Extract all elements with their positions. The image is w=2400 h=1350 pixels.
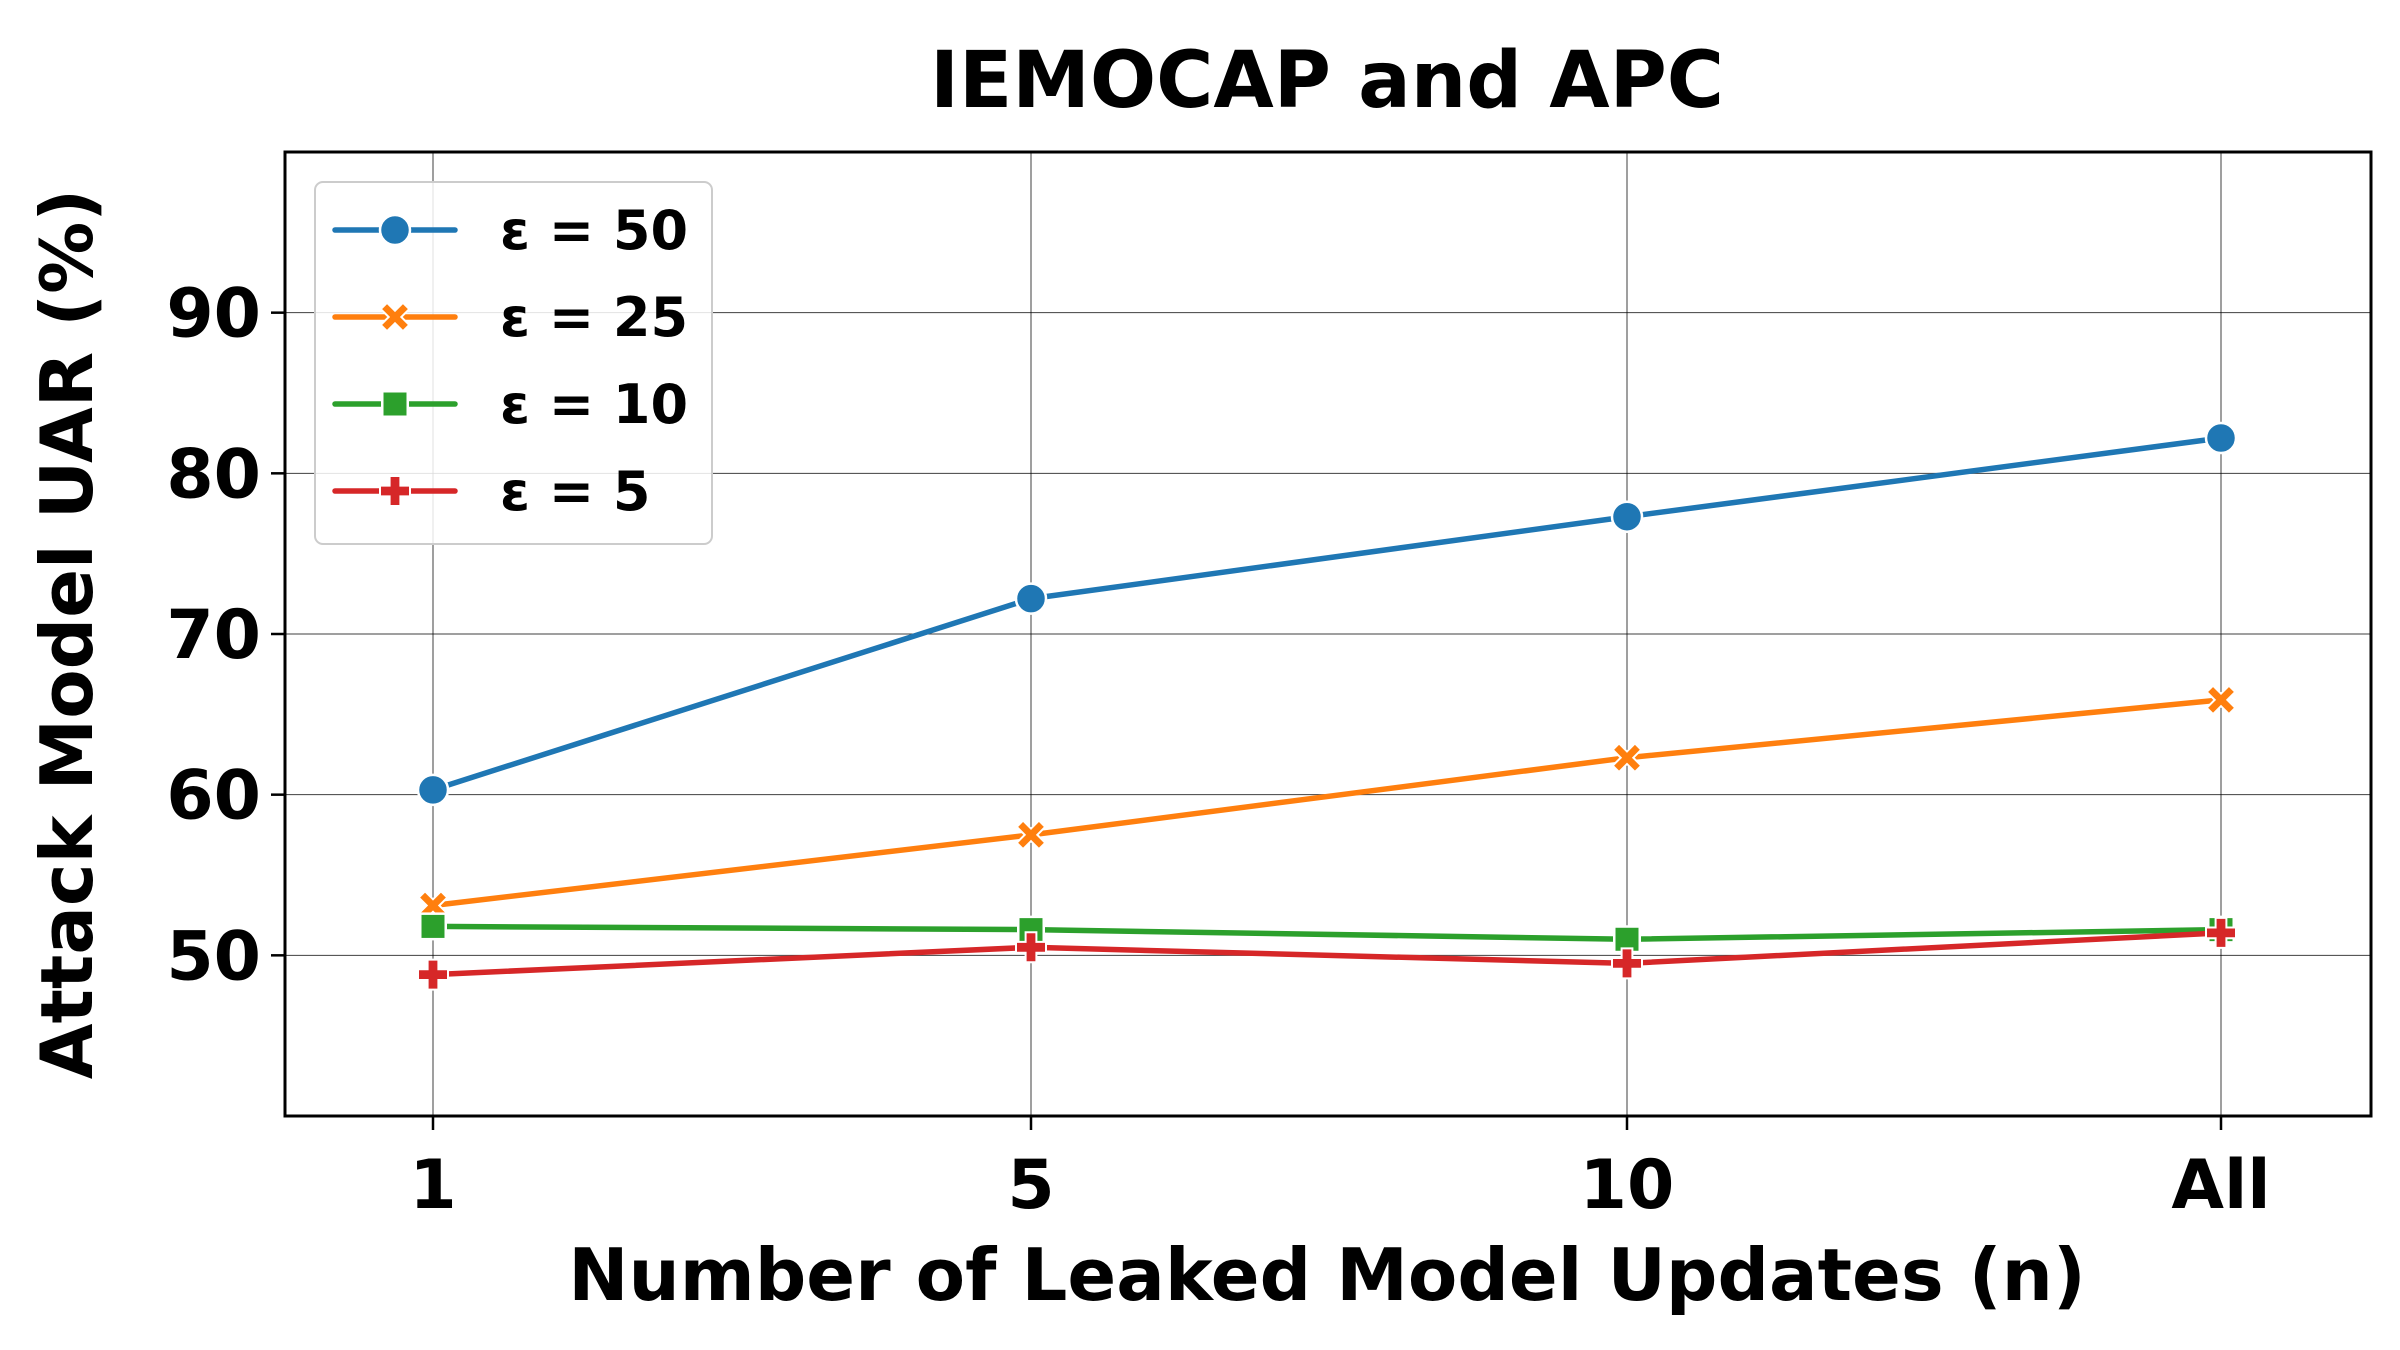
data-point xyxy=(1014,582,1048,615)
legend-item: ε = 25 xyxy=(332,286,688,349)
data-point xyxy=(1015,819,1047,851)
legend-item: ε = 5 xyxy=(332,460,650,523)
y-tick-label: 70 xyxy=(166,596,261,675)
data-point xyxy=(1611,947,1643,980)
chart-title: IEMOCAP and APC xyxy=(930,36,1724,126)
legend-box xyxy=(314,181,713,545)
x-tick-label: 5 xyxy=(1007,1146,1054,1225)
legend-item: ε = 50 xyxy=(332,199,688,262)
data-point xyxy=(1611,742,1643,774)
y-tick-label: 90 xyxy=(166,275,261,354)
data-point xyxy=(1015,931,1047,964)
data-point xyxy=(379,301,411,333)
data-point xyxy=(2205,916,2237,949)
legend: ε = 50 ε = 25 ε = 10 ε = 5 xyxy=(314,181,713,545)
legend-label: ε = 5 xyxy=(500,460,650,523)
series-3 xyxy=(417,916,2237,991)
data-point xyxy=(1610,500,1644,533)
x-tick-label: 10 xyxy=(1580,1146,1675,1225)
x-tick-label: 1 xyxy=(409,1146,456,1225)
legend-label: ε = 25 xyxy=(500,286,688,349)
y-tick-label: 80 xyxy=(166,435,261,514)
data-point xyxy=(419,912,447,941)
series-line xyxy=(430,435,2224,793)
data-point xyxy=(417,958,449,991)
data-point xyxy=(2205,684,2237,716)
legend-item: ε = 10 xyxy=(332,373,688,436)
y-tick-label: 60 xyxy=(166,757,261,836)
y-axis-label: Attack Model UAR (%) xyxy=(25,189,109,1079)
x-axis-label: Number of Leaked Model Updates (n) xyxy=(568,1233,2086,1317)
series-line xyxy=(430,930,2224,978)
y-tick-label: 50 xyxy=(166,917,261,996)
data-point xyxy=(381,390,409,418)
series-line xyxy=(430,923,2224,943)
data-point xyxy=(2204,421,2238,455)
data-point xyxy=(379,475,411,507)
axis-ticks: 1 5 10 All 50 60 70 80 90 xyxy=(166,275,2270,1225)
data-point xyxy=(416,773,450,807)
x-tick-label: All xyxy=(2171,1146,2270,1225)
data-point xyxy=(378,213,412,247)
legend-label: ε = 50 xyxy=(500,199,688,262)
series-1 xyxy=(417,684,2237,922)
series-line xyxy=(430,697,2224,909)
series-layer xyxy=(416,421,2238,991)
legend-label: ε = 10 xyxy=(500,373,688,436)
series-0 xyxy=(416,421,2238,807)
